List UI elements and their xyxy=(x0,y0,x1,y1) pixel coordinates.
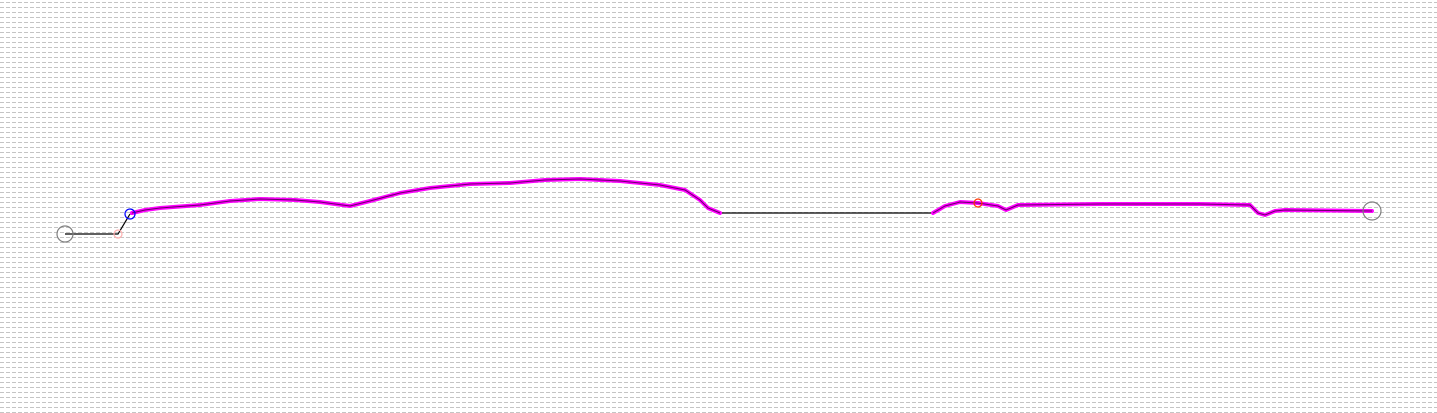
waypoint-marker-pink xyxy=(113,229,123,239)
waypoint-marker-orange xyxy=(973,198,983,208)
end-marker xyxy=(1362,201,1382,221)
track-centerline-1 xyxy=(131,178,721,214)
waypoint-marker-blue xyxy=(124,208,136,220)
connector-line-start xyxy=(65,213,131,235)
start-marker xyxy=(56,225,74,243)
track-centerline-2 xyxy=(932,201,1373,216)
